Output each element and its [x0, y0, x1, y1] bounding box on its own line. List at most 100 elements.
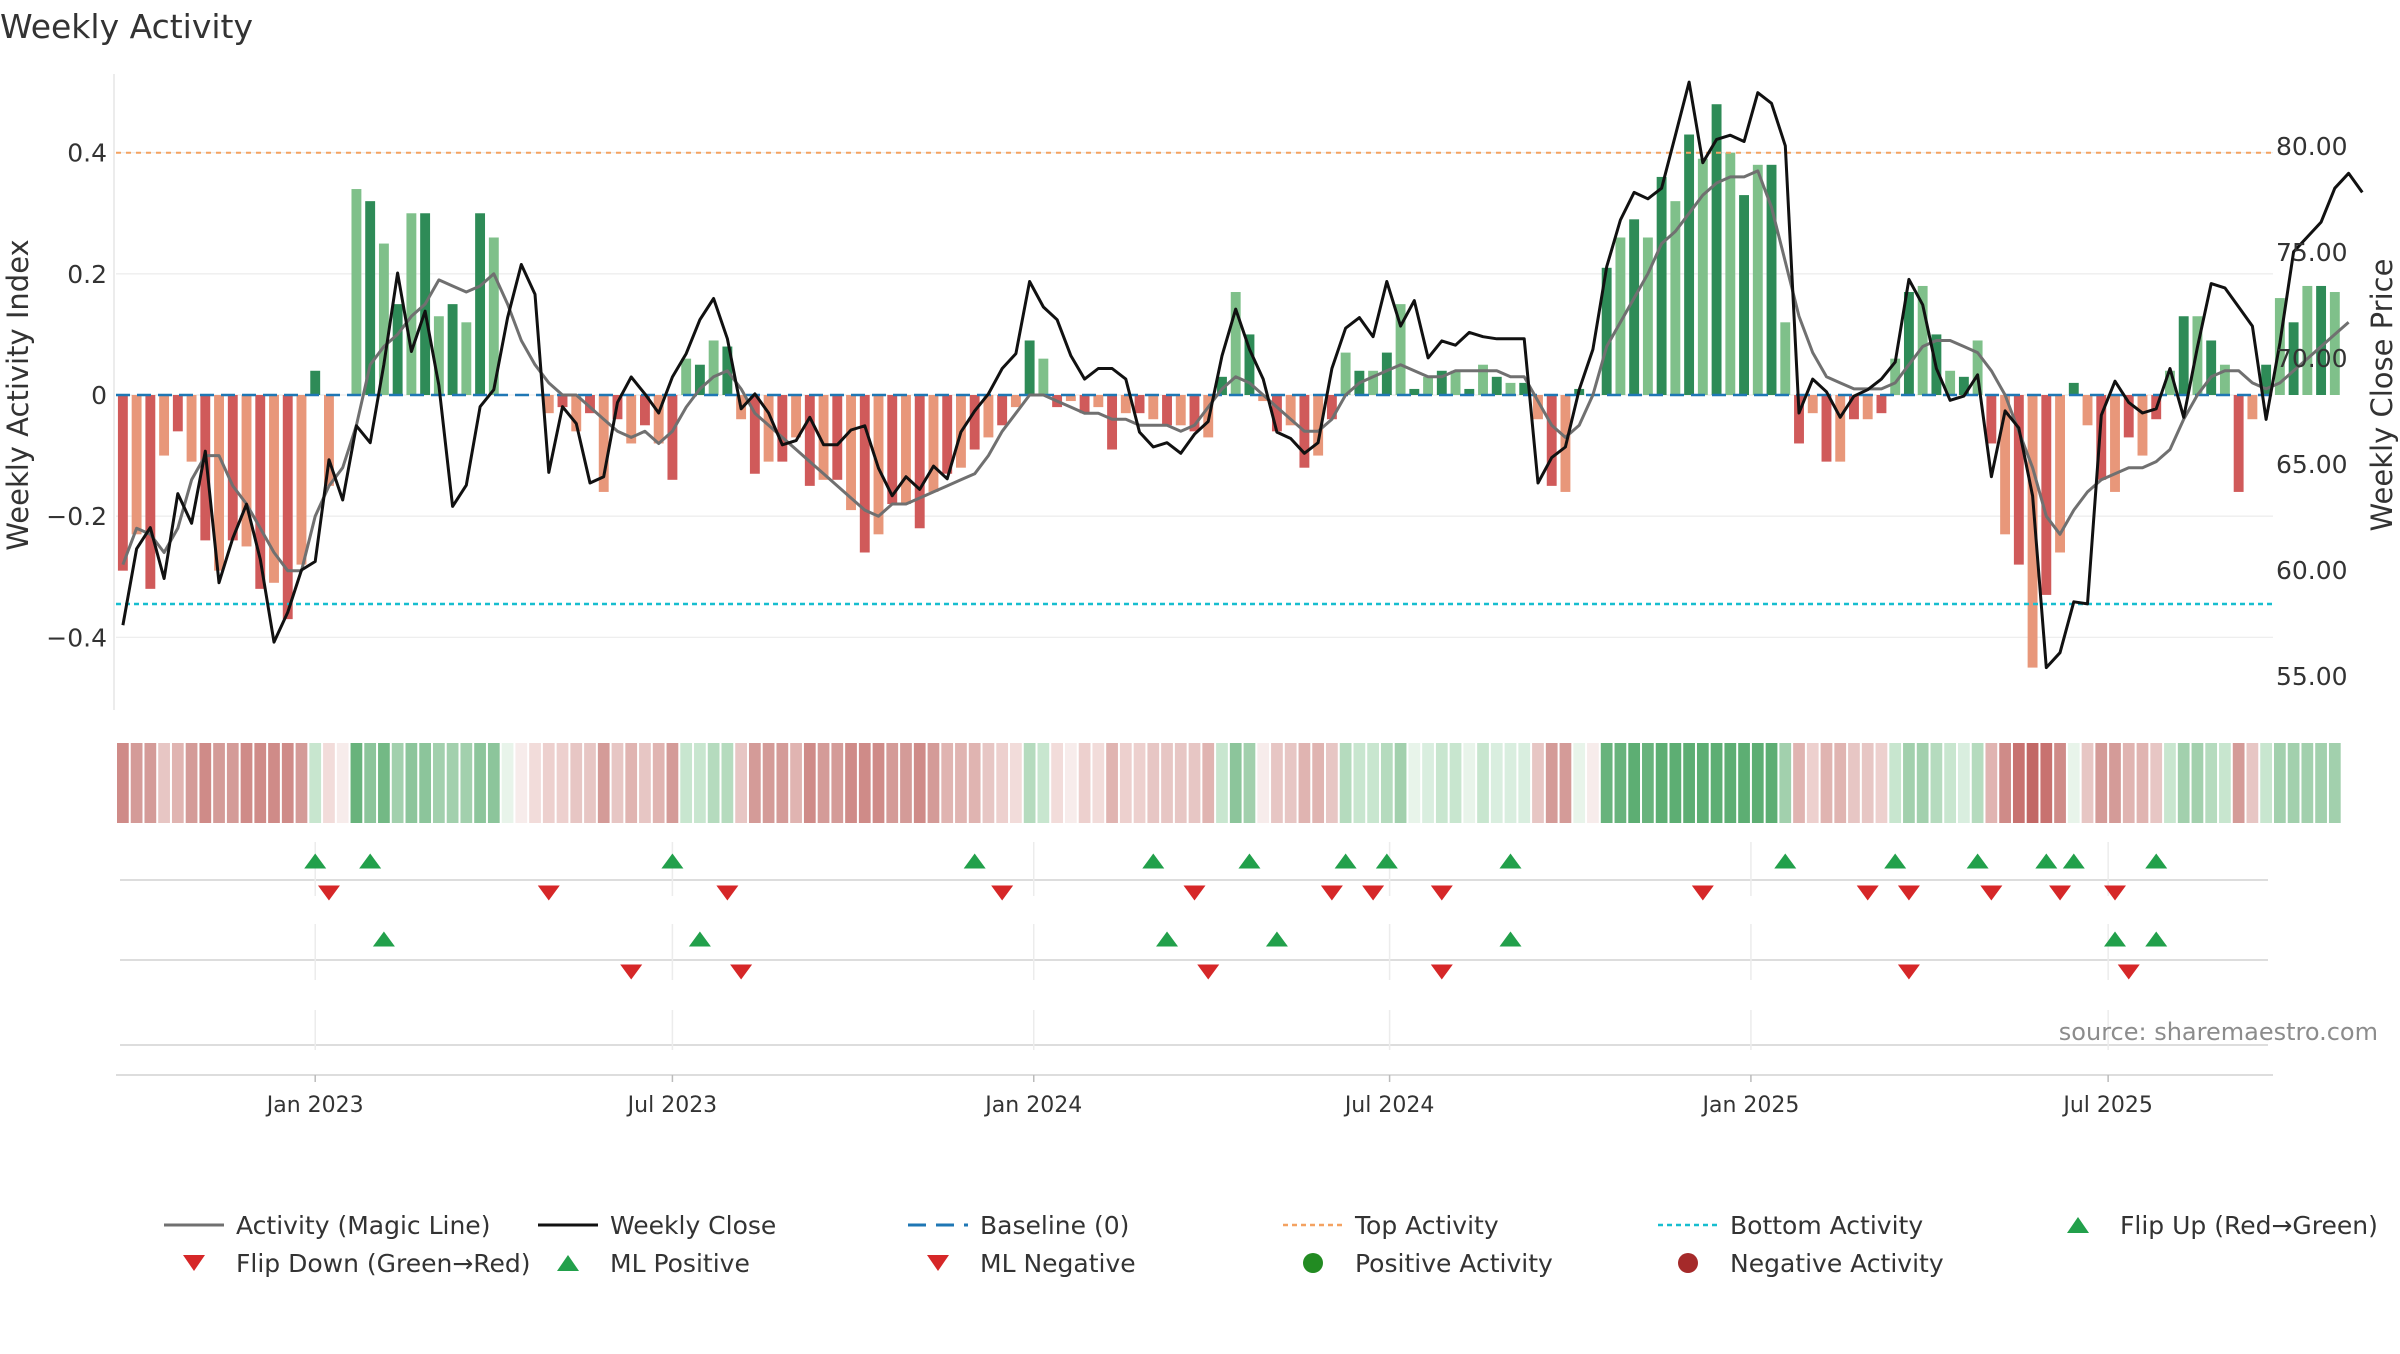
- activity-bar-negative: [2247, 395, 2258, 420]
- activity-bar-negative: [763, 395, 774, 462]
- activity-bar-negative: [2013, 395, 2024, 565]
- signal-rows: [116, 842, 2273, 1076]
- ribbon-cell: [1037, 743, 1050, 823]
- x-tick-label: Jul 2025: [2061, 1093, 2153, 1118]
- ribbon-cell: [1394, 743, 1407, 823]
- activity-bar-negative: [241, 395, 252, 547]
- activity-bar-positive: [1780, 322, 1791, 395]
- activity-bar-positive: [1629, 219, 1640, 395]
- legend-swatch-ml_negative: [927, 1255, 949, 1271]
- ribbon-cell: [941, 743, 954, 823]
- ribbon-cell: [913, 743, 926, 823]
- ribbon-cell: [2205, 743, 2218, 823]
- activity-bar-negative: [543, 395, 554, 414]
- ribbon-cell: [487, 743, 500, 823]
- flip-up-marker: [2145, 853, 2168, 869]
- ribbon-cell: [1463, 743, 1476, 823]
- x-axis: Jan 2023 Jul 2023 Jan 2024 Jul 2024 Jan 2025…: [265, 1075, 2153, 1118]
- ribbon-cell: [1614, 743, 1627, 823]
- activity-bar-negative: [557, 395, 568, 408]
- flip-down-marker: [991, 885, 1014, 901]
- ribbon-cell: [2328, 743, 2341, 823]
- activity-bar-negative: [859, 395, 870, 553]
- ribbon-cell: [1834, 743, 1847, 823]
- ribbon-cell: [955, 743, 967, 823]
- ribbon-cell: [1326, 743, 1338, 823]
- activity-bar-negative: [1862, 395, 1873, 420]
- ribbon-cell: [2109, 743, 2121, 823]
- activity-bar-positive: [2206, 340, 2217, 395]
- flip-down-marker: [716, 885, 739, 901]
- ribbon-cell: [309, 743, 322, 823]
- ribbon-cell: [1683, 743, 1695, 823]
- activity-bar-positive: [1670, 201, 1681, 395]
- activity-bar-positive: [1395, 304, 1406, 395]
- ribbon-cell: [2054, 743, 2066, 823]
- ribbon-cell: [1875, 743, 1888, 823]
- activity-bar-positive: [1642, 237, 1653, 395]
- legend-swatch-flip_down: [183, 1255, 205, 1271]
- ribbon-cell: [364, 743, 377, 823]
- ribbon-cell: [762, 743, 775, 823]
- ml-negative-marker: [1197, 964, 1220, 980]
- activity-bar-negative: [1065, 395, 1076, 402]
- ribbon-cell: [1779, 743, 1792, 823]
- ribbon-cell: [1010, 743, 1022, 823]
- ribbon-cell: [501, 743, 514, 823]
- activity-bar-negative: [2123, 395, 2134, 438]
- activity-bar-negative: [1093, 395, 1104, 408]
- ribbon-cell: [1449, 743, 1462, 823]
- ribbon-cell: [1147, 743, 1160, 823]
- activity-bar-positive: [1766, 164, 1777, 395]
- ribbon-cell: [1257, 743, 1270, 823]
- flip-up-marker: [2062, 853, 2085, 869]
- ribbon-cell: [1669, 743, 1682, 823]
- activity-bar-positive: [1478, 364, 1488, 395]
- ribbon-cell: [1600, 743, 1613, 823]
- activity-bar-negative: [832, 395, 843, 480]
- axes: Weekly Activity Index Weekly Close Price…: [1, 74, 2399, 710]
- activity-bar-negative: [653, 395, 664, 444]
- activity-bar-positive: [365, 201, 376, 395]
- source-note: source: sharemaestro.com: [2059, 1018, 2378, 1046]
- ribbon-cell: [666, 743, 679, 823]
- activity-bar-positive: [1464, 388, 1475, 395]
- chart-title: Weekly Activity: [0, 7, 253, 46]
- series-lines: [121, 80, 2364, 670]
- ribbon-cell: [2191, 743, 2204, 823]
- activity-bar-positive: [1024, 340, 1035, 395]
- ribbon-cell: [1298, 743, 1311, 823]
- ml-negative-marker: [2117, 964, 2140, 980]
- flip-up-marker: [1774, 853, 1797, 869]
- ribbon-cell: [2301, 743, 2314, 823]
- ribbon-cell: [1655, 743, 1668, 823]
- legend-swatch-negative_activity: [1678, 1253, 1698, 1273]
- activity-bar-positive: [1244, 334, 1255, 395]
- ribbon-cell: [1958, 743, 1970, 823]
- activity-bar-negative: [2082, 395, 2093, 426]
- ribbon-cell: [1367, 743, 1379, 823]
- ribbon-cell: [584, 743, 596, 823]
- activity-bar-negative: [324, 395, 334, 486]
- ribbon-cell: [817, 743, 830, 823]
- ribbon-cell: [1971, 743, 1984, 823]
- activity-bar-positive: [1615, 237, 1626, 395]
- ml-positive-marker: [2104, 931, 2127, 947]
- ribbon-cell: [1628, 743, 1641, 823]
- y-tick-label-left: −0.4: [46, 623, 107, 652]
- ribbon-cell: [1710, 743, 1723, 823]
- flip-down-marker: [1362, 885, 1385, 901]
- legend-label-negative_activity: Negative Activity: [1730, 1249, 1944, 1278]
- activity-bar-negative: [928, 395, 939, 492]
- legend-label-activity_line: Activity (Magic Line): [236, 1211, 490, 1240]
- activity-bar-negative: [117, 395, 128, 571]
- activity-bar-negative: [2027, 395, 2038, 668]
- ribbon-cell: [776, 743, 789, 823]
- ribbon-cell: [2026, 743, 2039, 823]
- activity-bar-negative: [2041, 395, 2052, 595]
- ribbon-cell: [405, 743, 418, 823]
- flip-down-marker: [1897, 885, 1920, 901]
- ribbon-cell: [639, 743, 651, 823]
- activity-bars: [117, 104, 2340, 668]
